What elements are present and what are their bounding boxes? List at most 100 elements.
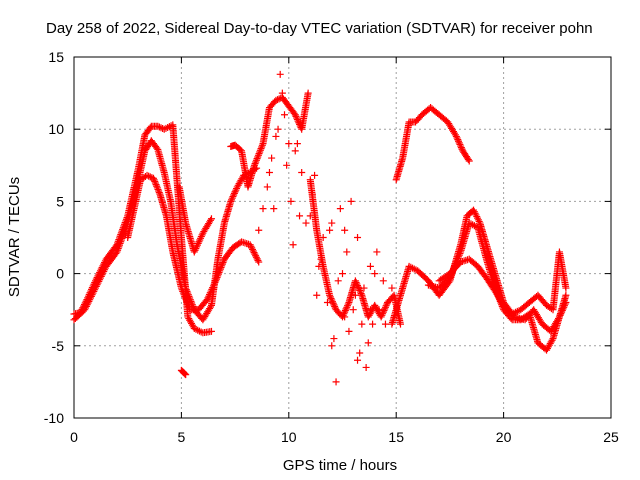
plot-frame (73, 56, 612, 419)
tick-marks-layer (73, 56, 612, 419)
data-point (475, 217, 483, 225)
data-point (209, 282, 217, 290)
data-point (356, 288, 364, 296)
data-point (378, 311, 386, 319)
data-point (258, 141, 266, 149)
data-point (276, 70, 284, 78)
data-point (557, 310, 565, 318)
data-point (149, 174, 157, 182)
data-point (319, 234, 327, 241)
data-point (207, 215, 215, 223)
series-track-c (124, 171, 263, 314)
data-point (208, 285, 216, 293)
data-point (153, 182, 161, 190)
data-point (112, 249, 120, 257)
data-point (203, 296, 211, 304)
data-point (341, 307, 349, 315)
data-point (293, 140, 301, 148)
data-point (251, 250, 259, 258)
data-point (254, 256, 262, 264)
data-point (467, 220, 475, 228)
series-track-g (392, 104, 473, 184)
data-point (89, 289, 97, 297)
data-point (375, 306, 383, 314)
data-point (410, 265, 418, 273)
data-point (213, 273, 221, 281)
data-point (212, 275, 220, 283)
data-point (179, 289, 187, 297)
data-point (217, 263, 225, 271)
data-point (183, 299, 191, 307)
data-point (253, 255, 261, 263)
data-point (270, 205, 278, 213)
data-point (152, 181, 160, 189)
data-point (86, 296, 94, 304)
data-point (183, 297, 191, 305)
data-point (99, 269, 107, 277)
data-point (344, 300, 352, 308)
data-point (115, 243, 123, 251)
data-point (471, 209, 479, 217)
data-point (254, 153, 262, 161)
data-point (328, 342, 336, 350)
data-point (302, 219, 310, 227)
data-point (334, 277, 342, 285)
data-point (458, 145, 466, 153)
data-point (548, 336, 556, 344)
data-point (82, 304, 90, 312)
data-point (207, 216, 215, 224)
data-point (456, 140, 464, 148)
data-point (94, 279, 102, 287)
data-point (354, 283, 362, 291)
data-point (381, 305, 389, 313)
data-point (559, 305, 567, 313)
data-point (454, 136, 462, 144)
data-point (265, 169, 273, 177)
data-point (341, 226, 349, 234)
data-point (328, 298, 336, 306)
data-point (195, 238, 203, 246)
data-point (155, 187, 163, 195)
data-point (381, 320, 389, 328)
data-point (154, 122, 162, 130)
data-point (248, 244, 256, 252)
data-point (354, 234, 362, 241)
data-point (455, 253, 463, 261)
data-point (326, 293, 334, 301)
data-point (356, 349, 364, 357)
data-point (558, 307, 566, 315)
y-tick-label: 5 (56, 193, 64, 209)
data-point (351, 291, 359, 299)
data-point (230, 191, 238, 199)
data-point (218, 260, 226, 268)
data-point (354, 282, 362, 290)
data-point (562, 291, 570, 299)
data-point (464, 156, 472, 164)
x-tick-labels: 0 5 10 15 20 25 (70, 429, 619, 445)
data-point (352, 278, 360, 286)
data-point (292, 112, 300, 120)
data-point (373, 248, 381, 256)
x-tick-label: 25 (603, 429, 619, 445)
data-point (380, 307, 388, 315)
y-tick-label: -10 (44, 410, 64, 426)
data-point (356, 286, 364, 294)
data-point (330, 301, 338, 309)
data-point (177, 284, 185, 292)
data-point (196, 236, 204, 244)
data-point (207, 303, 215, 311)
data-point (513, 307, 521, 315)
data-point (256, 146, 264, 154)
chart-title: Day 258 of 2022, Sidereal Day-to-day VTE… (46, 20, 593, 37)
data-point (353, 280, 361, 288)
data-point (407, 263, 415, 271)
data-point (317, 255, 325, 263)
data-point (205, 292, 213, 300)
data-point (116, 239, 124, 247)
data-point (212, 277, 220, 285)
data-point (155, 189, 163, 197)
data-point (465, 219, 473, 227)
data-point (291, 111, 299, 119)
data-point (193, 241, 201, 249)
data-point (96, 276, 104, 284)
